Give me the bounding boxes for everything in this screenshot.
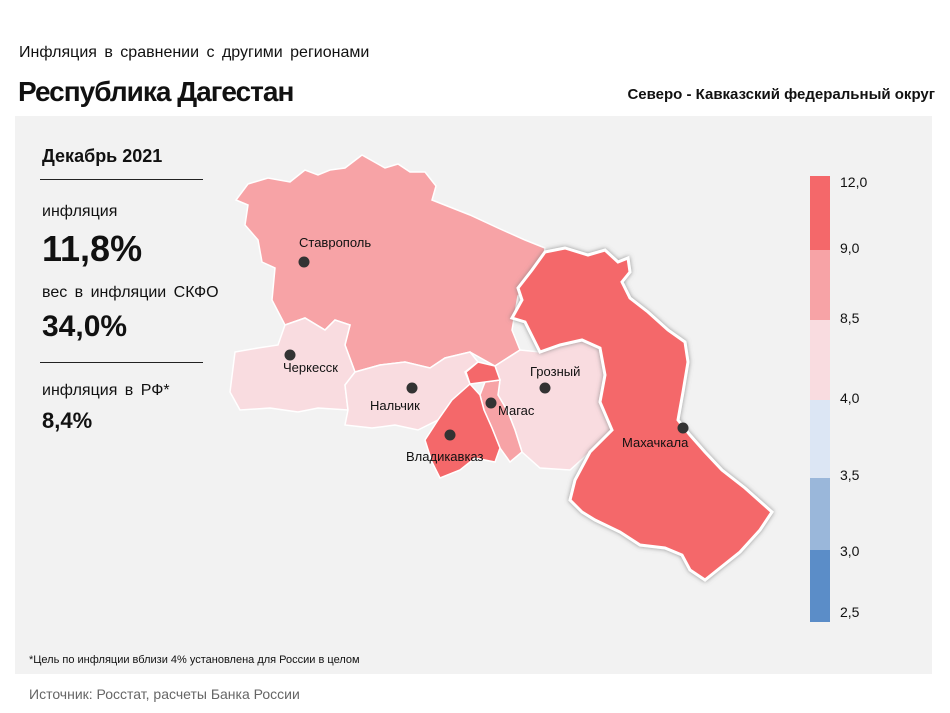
legend-swatch-2 xyxy=(810,250,830,320)
chart-subtitle: Инфляция в сравнении с другими регионами xyxy=(19,44,370,61)
legend-tick: 4,0 xyxy=(840,390,860,406)
city-vladikavkaz: Владикавказ xyxy=(406,429,484,464)
legend-tick: 8,5 xyxy=(840,310,860,326)
period-label: Декабрь 2021 xyxy=(42,146,163,166)
city-grozny: Грозный xyxy=(530,364,580,394)
city-stavropol: Ставрополь xyxy=(298,235,371,268)
city-magas: Магас xyxy=(485,397,535,418)
inflation-value: 11,8% xyxy=(42,228,143,269)
footnote: *Цель по инфляции вблизи 4% установлена … xyxy=(29,654,360,666)
source-note: Источник: Росстат, расчеты Банка России xyxy=(29,686,300,702)
legend-tick: 9,0 xyxy=(840,240,860,256)
city-label: Махачкала xyxy=(622,435,689,450)
divider xyxy=(40,362,203,363)
legend-swatch-1 xyxy=(810,176,830,250)
weight-label: вес в инфляции СКФО xyxy=(42,284,219,301)
city-label: Ставрополь xyxy=(299,235,371,250)
city-label: Черкесск xyxy=(283,360,338,375)
legend-swatch-6 xyxy=(810,550,830,622)
inflation-label: инфляция xyxy=(42,203,118,220)
district-title: Северо - Кавказский федеральный округ xyxy=(627,86,935,103)
legend-tick: 3,5 xyxy=(840,467,860,483)
rf-inflation-label: инфляция в РФ* xyxy=(42,382,170,399)
region-dagestan xyxy=(509,246,774,582)
divider xyxy=(40,179,203,180)
legend-tick: 12,0 xyxy=(840,174,868,190)
city-label: Владикавказ xyxy=(406,449,484,464)
legend-tick: 3,0 xyxy=(840,543,860,559)
city-label: Магас xyxy=(498,403,535,418)
city-label: Нальчик xyxy=(370,398,420,413)
legend-swatch-5 xyxy=(810,478,830,550)
legend-swatch-4 xyxy=(810,400,830,478)
stats-panel: Декабрь 2021 инфляция 11,8% вес в инфляц… xyxy=(40,146,219,433)
region-title: Республика Дагестан xyxy=(18,76,294,107)
legend-swatch-3 xyxy=(810,320,830,400)
rf-inflation-value: 8,4% xyxy=(42,408,93,433)
city-label: Грозный xyxy=(530,364,580,379)
region-karachay-cherkessia xyxy=(229,317,356,413)
legend-tick: 2,5 xyxy=(840,604,860,620)
city-nalchik: Нальчик xyxy=(370,382,420,413)
city-makhachkala: Махачкала xyxy=(622,422,689,450)
weight-value: 34,0% xyxy=(42,310,128,343)
region-north-ossetia xyxy=(424,382,501,479)
city-cherkessk: Черкесск xyxy=(283,349,338,375)
legend-bar xyxy=(810,176,830,622)
